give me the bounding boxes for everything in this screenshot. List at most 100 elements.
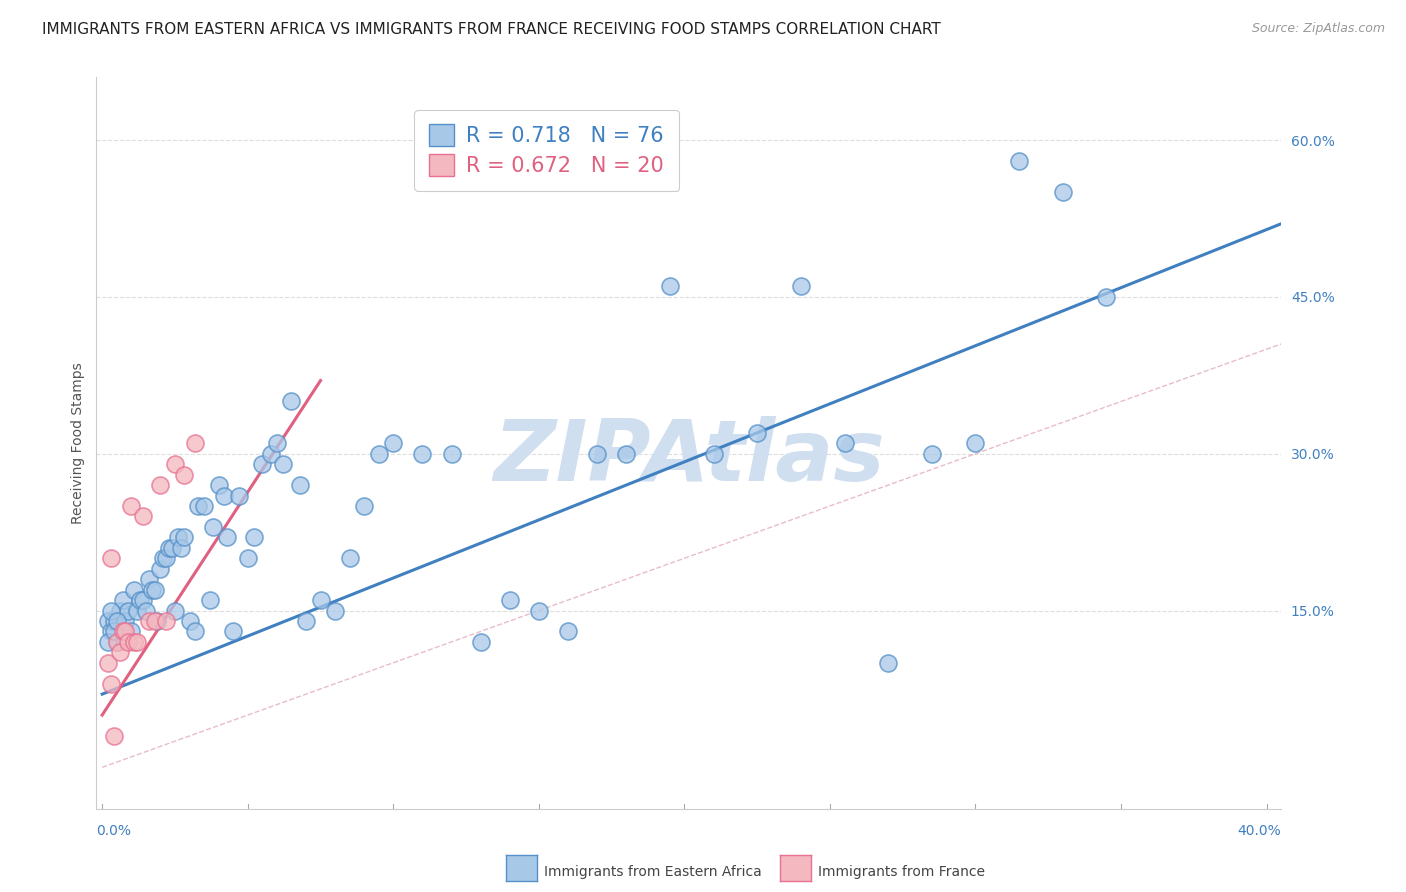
Point [187, 499, 209, 513]
Point [97, 635, 120, 649]
Point [411, 447, 433, 461]
Text: Immigrants from France: Immigrants from France [818, 865, 986, 880]
Point [120, 624, 142, 639]
Point [295, 614, 318, 628]
Point [100, 551, 122, 566]
Point [280, 394, 302, 409]
Point [527, 603, 550, 617]
Point [440, 447, 463, 461]
Point [103, 614, 125, 628]
Point [111, 593, 134, 607]
Y-axis label: Receiving Food Stamps: Receiving Food Stamps [72, 362, 86, 524]
Point [149, 562, 172, 576]
Point [658, 279, 681, 293]
Point [149, 478, 172, 492]
Point [173, 467, 195, 482]
Point [141, 582, 163, 597]
Point [160, 541, 183, 555]
Point [167, 530, 190, 544]
Point [353, 499, 375, 513]
Point [111, 624, 134, 639]
Point [557, 624, 579, 639]
Point [1008, 154, 1031, 169]
Point [132, 509, 155, 524]
Point [108, 645, 131, 659]
Point [747, 425, 769, 440]
Point [614, 447, 637, 461]
Point [834, 436, 856, 450]
Point [105, 635, 128, 649]
Point [138, 572, 160, 586]
Point [103, 624, 125, 639]
Text: IMMIGRANTS FROM EASTERN AFRICA VS IMMIGRANTS FROM FRANCE RECEIVING FOOD STAMPS C: IMMIGRANTS FROM EASTERN AFRICA VS IMMIGR… [42, 22, 941, 37]
Text: 0.0%: 0.0% [97, 823, 131, 838]
Point [242, 530, 264, 544]
Legend: R = 0.718   N = 76, R = 0.672   N = 20: R = 0.718 N = 76, R = 0.672 N = 20 [415, 110, 679, 191]
Point [122, 635, 145, 649]
Point [252, 457, 274, 471]
Point [135, 603, 157, 617]
Point [921, 447, 943, 461]
Point [97, 656, 120, 670]
Point [143, 582, 166, 597]
Point [114, 614, 136, 628]
Point [117, 603, 139, 617]
Text: Source: ZipAtlas.com: Source: ZipAtlas.com [1251, 22, 1385, 36]
Point [129, 593, 152, 607]
Point [163, 457, 186, 471]
Point [155, 551, 177, 566]
Point [367, 447, 389, 461]
Point [108, 603, 131, 617]
Point [184, 624, 207, 639]
Text: Immigrants from Eastern Africa: Immigrants from Eastern Africa [544, 865, 762, 880]
Point [117, 635, 139, 649]
Point [146, 614, 169, 628]
Point [193, 499, 215, 513]
Point [470, 635, 492, 649]
Point [105, 635, 128, 649]
Point [138, 614, 160, 628]
Point [288, 478, 311, 492]
Point [127, 635, 149, 649]
Point [877, 656, 900, 670]
Point [236, 551, 259, 566]
Point [97, 614, 120, 628]
Point [339, 551, 361, 566]
Point [132, 593, 155, 607]
Point [163, 603, 186, 617]
Point [790, 279, 813, 293]
Point [105, 614, 128, 628]
Point [260, 447, 283, 461]
Point [965, 436, 987, 450]
Point [143, 614, 166, 628]
Point [170, 541, 193, 555]
Point [122, 582, 145, 597]
Point [100, 603, 122, 617]
Point [100, 624, 122, 639]
Point [586, 447, 609, 461]
Point [152, 551, 174, 566]
Point [702, 447, 724, 461]
Point [100, 676, 122, 690]
Point [222, 624, 245, 639]
Point [201, 520, 224, 534]
Point [198, 593, 221, 607]
Point [1095, 290, 1118, 304]
Point [1052, 186, 1074, 200]
Text: ZIPAtlas: ZIPAtlas [494, 417, 884, 500]
Point [155, 614, 177, 628]
Point [323, 603, 346, 617]
Point [103, 729, 125, 743]
Point [266, 436, 288, 450]
Point [127, 603, 149, 617]
Point [228, 489, 250, 503]
Text: 40.0%: 40.0% [1237, 823, 1281, 838]
Point [214, 489, 236, 503]
Point [120, 499, 142, 513]
Point [157, 541, 180, 555]
Point [184, 436, 207, 450]
Point [114, 624, 136, 639]
Point [499, 593, 522, 607]
Point [271, 457, 294, 471]
Point [179, 614, 201, 628]
